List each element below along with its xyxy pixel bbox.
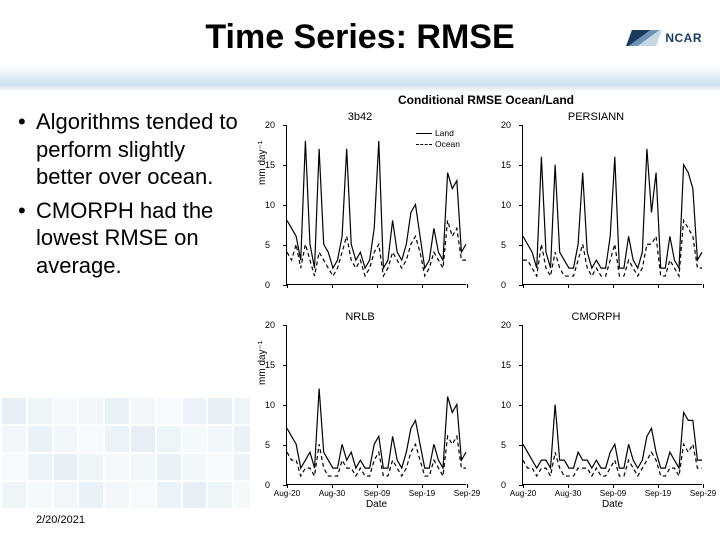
plot-area: 05101520mm day⁻¹LandOcean [286,125,466,285]
plot-area: 05101520Aug-20Aug-30Sep-09Sep-19Sep-29Da… [522,325,702,485]
bullet-item: CMORPH had the lowest RMSE on average. [18,197,243,280]
panel-3b42: 3b42 05101520mm day⁻¹LandOcean [250,111,470,301]
ncar-logo-text: NCAR [665,31,702,45]
bullet-item: Algorithms tended to perform slightly be… [18,108,243,191]
plot-area: 05101520 [522,125,702,285]
header-gradient [0,66,720,92]
bullet-list: Algorithms tended to perform slightly be… [18,108,243,285]
y-axis-label: mm day⁻¹ [257,140,268,184]
footer-date: 2/20/2021 [36,514,85,526]
x-axis-label: Date [287,499,466,510]
slide-title: Time Series: RMSE [0,18,720,57]
background-pattern [0,396,260,510]
plot-area: 05101520Aug-20Aug-30Sep-09Sep-19Sep-29mm… [286,325,466,485]
chart-grid: Conditional RMSE Ocean/Land 3b42 05101520… [250,93,720,523]
ncar-logo: NCAR [629,30,702,46]
ncar-logo-icon [626,30,662,46]
panel-nrlb: NRLB 05101520Aug-20Aug-30Sep-09Sep-19Sep-… [250,311,470,501]
x-axis-label: Date [523,499,702,510]
legend: LandOcean [414,127,462,151]
panel-title: 3b42 [250,111,470,123]
chart-overall-title: Conditional RMSE Ocean/Land [250,93,720,107]
panel-persiann: PERSIANN 05101520 [486,111,706,301]
panel-title: NRLB [250,311,470,323]
y-axis-label: mm day⁻¹ [257,340,268,384]
panel-title: PERSIANN [486,111,706,123]
panel-cmorph: CMORPH 05101520Aug-20Aug-30Sep-09Sep-19Se… [486,311,706,501]
panel-title: CMORPH [486,311,706,323]
